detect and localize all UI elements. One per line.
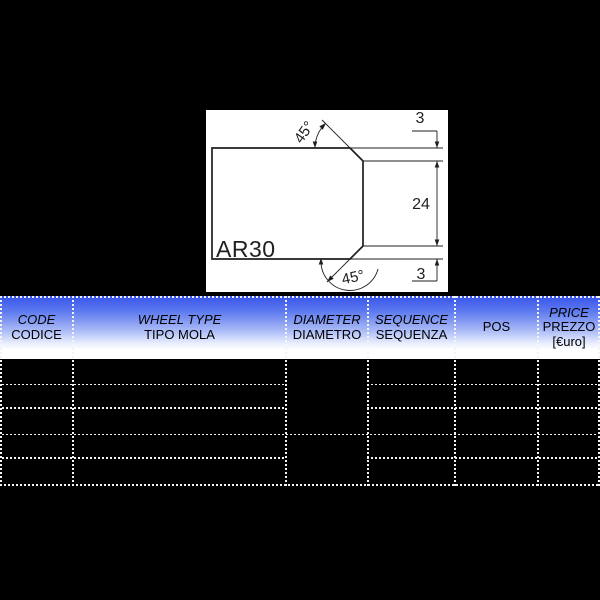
top-chamfer-arrowheads	[312, 123, 326, 148]
table-body	[0, 359, 600, 486]
header-code-en: CODE	[17, 312, 56, 327]
table-header: CODE CODICE WHEEL TYPE TIPO MOLA DIAMETE…	[0, 296, 600, 359]
grid-row-sep-3-full	[2, 434, 598, 435]
bottom-chamfer-arrowheads	[318, 258, 334, 282]
angle-bottom-label: 45°	[340, 267, 366, 288]
header-diameter-it: DIAMETRO	[292, 326, 362, 342]
grid-line-left	[0, 296, 2, 486]
grid-col-sep-2	[285, 296, 287, 486]
price-table: CODE CODICE WHEEL TYPE TIPO MOLA DIAMETE…	[0, 296, 600, 486]
header-cell-sequence: SEQUENCE SEQUENZA	[368, 296, 455, 359]
header-cell-wheel-type: WHEEL TYPE TIPO MOLA	[73, 296, 286, 359]
grid-line-right	[598, 296, 600, 486]
technical-drawing-panel: 45° 45° 3 24 3 AR30	[206, 110, 448, 292]
header-wheel-type-en: WHEEL TYPE	[137, 312, 222, 327]
grid-line-top	[0, 296, 600, 298]
header-cell-pos: POS	[455, 296, 538, 359]
grid-line-bottom	[0, 484, 600, 486]
grid-row-sep-2-right	[367, 407, 598, 409]
header-cell-code: CODE CODICE	[0, 296, 73, 359]
header-cell-diameter: DIAMETER DIAMETRO	[286, 296, 368, 359]
grid-row-sep-4-right	[367, 457, 598, 459]
grid-col-sep-3	[367, 296, 369, 486]
header-price-en: PRICE	[549, 304, 589, 320]
dimension-arrowheads	[434, 141, 440, 266]
extension-lines	[350, 147, 443, 260]
header-sequence-en: SEQUENCE	[375, 312, 448, 327]
header-cell-price: PRICE PREZZO [€uro]	[538, 296, 600, 359]
dim-bottom-chamfer-label: 3	[417, 266, 426, 283]
header-code-it: CODICE	[11, 326, 62, 342]
header-diameter-en: DIAMETER	[293, 312, 361, 327]
dimension-lines	[412, 130, 438, 282]
grid-col-sep-5	[537, 296, 539, 486]
header-price-unit: [€uro]	[552, 333, 586, 349]
dim-height-label: 24	[412, 196, 430, 213]
grid-col-sep-4	[454, 296, 456, 486]
header-price-it: PREZZO	[542, 319, 596, 335]
bottom-chamfer-annotation	[320, 245, 379, 291]
dim-top-chamfer-label: 3	[416, 110, 425, 127]
header-wheel-type-it: TIPO MOLA	[144, 326, 215, 342]
profile-code-label: AR30	[216, 236, 276, 262]
grid-col-sep-1	[72, 296, 74, 486]
grid-row-sep-1-left	[2, 384, 285, 385]
cell-diameter-merged-top	[286, 359, 367, 434]
cell-diameter-merged-bottom	[286, 434, 367, 486]
wheel-profile-drawing: 45° 45° 3 24 3 AR30	[211, 110, 443, 291]
header-sequence-it: SEQUENZA	[375, 326, 448, 342]
grid-row-sep-4-left	[2, 457, 285, 459]
header-pos-label: POS	[482, 319, 511, 335]
grid-row-sep-2-left	[2, 407, 285, 409]
grid-row-sep-1-right	[367, 384, 598, 385]
